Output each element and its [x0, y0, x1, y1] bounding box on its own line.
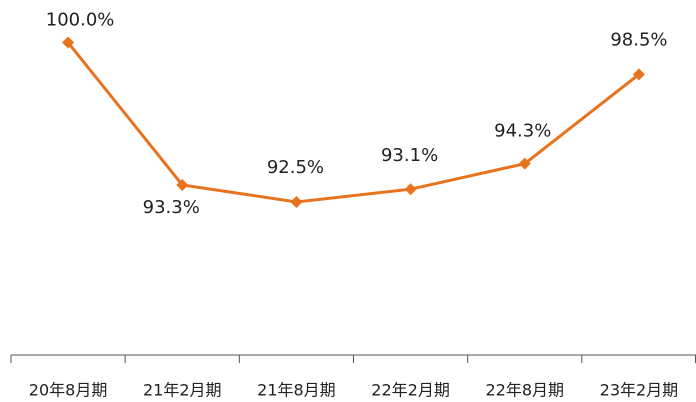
x-tick-label: 20年8月期 — [29, 381, 108, 400]
data-label: 93.3% — [143, 197, 200, 218]
x-tick-label: 22年8月期 — [485, 381, 564, 400]
marker — [404, 183, 417, 196]
marker — [632, 68, 645, 81]
data-label: 100.0% — [46, 10, 115, 31]
x-tick-label: 22年2月期 — [371, 381, 450, 400]
x-tick-label: 21年2月期 — [143, 381, 222, 400]
data-label: 92.5% — [267, 157, 324, 178]
data-label: 93.1% — [381, 145, 438, 166]
marker — [518, 157, 531, 170]
marker — [62, 36, 75, 49]
data-label: 94.3% — [494, 121, 551, 142]
marker — [290, 195, 303, 208]
marker — [176, 178, 189, 191]
x-tick-label: 23年2月期 — [600, 381, 679, 400]
data-label: 98.5% — [610, 29, 667, 50]
x-tick-label: 21年8月期 — [257, 381, 336, 400]
line — [66, 41, 640, 204]
